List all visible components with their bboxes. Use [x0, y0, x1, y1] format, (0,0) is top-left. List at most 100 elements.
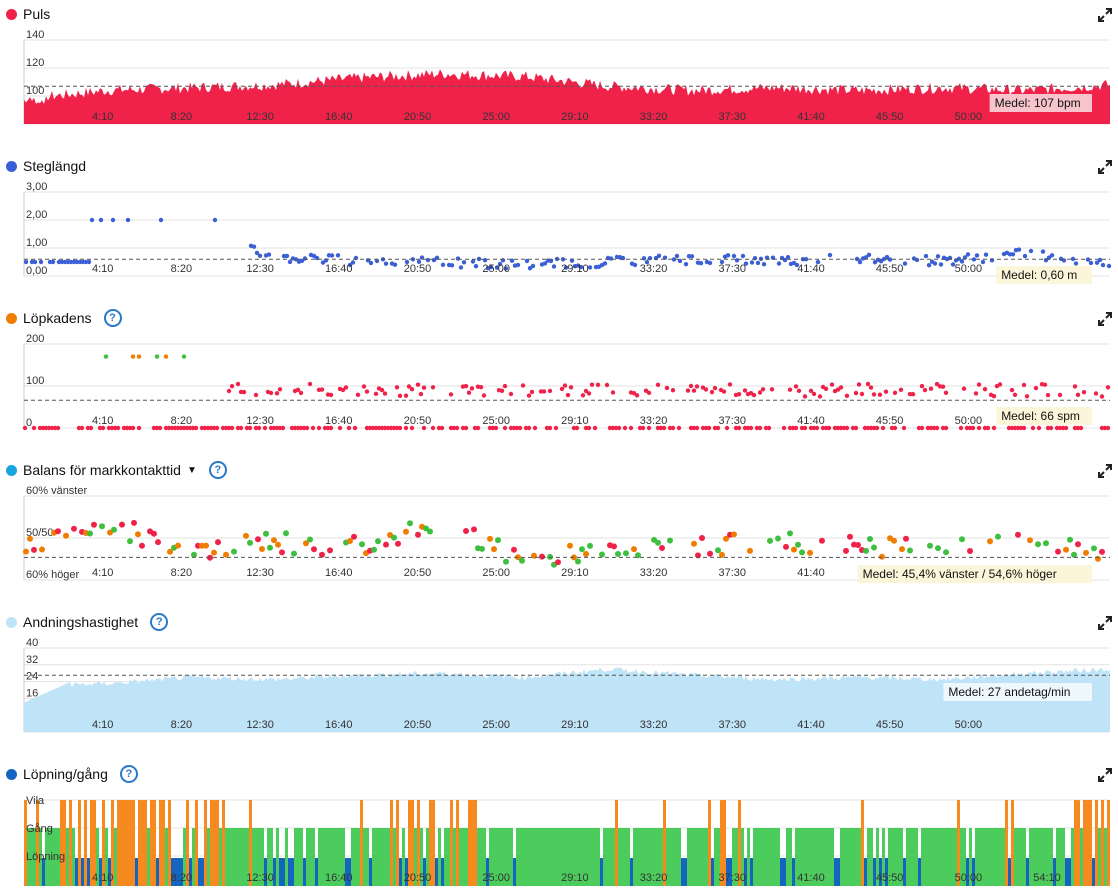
- stride-point: [794, 262, 800, 268]
- balance-y-tick: 60% vänster: [26, 485, 87, 497]
- runwalk-bar: [243, 828, 246, 886]
- runwalk-bar: [813, 828, 816, 886]
- expand-icon[interactable]: [1098, 464, 1112, 478]
- runwalk-bar: [600, 858, 603, 886]
- expand-icon[interactable]: [1098, 160, 1112, 174]
- runwalk-bar: [1062, 828, 1065, 886]
- runwalk-bar: [234, 828, 237, 886]
- runwalk-bar: [981, 828, 984, 886]
- balance-point: [375, 538, 381, 545]
- runwalk-bar: [936, 828, 939, 886]
- stride-point: [482, 258, 488, 263]
- balance-x-tick: 20:50: [404, 567, 432, 579]
- balance-point: [403, 528, 409, 535]
- runwalk-bar: [804, 828, 807, 886]
- cadence-point: [100, 425, 106, 431]
- balance-point: [1027, 537, 1033, 544]
- runwalk-bar: [267, 828, 270, 886]
- cadence-point: [709, 389, 715, 395]
- help-icon[interactable]: ?: [103, 309, 122, 327]
- cadence-point: [421, 385, 427, 390]
- stride-point: [1100, 262, 1106, 268]
- cadence-x-tick: 33:20: [640, 415, 668, 427]
- runwalk-bar: [189, 858, 192, 886]
- runwalk-bar: [444, 828, 447, 886]
- runwalk-bar: [84, 800, 87, 886]
- help-icon[interactable]: ?: [150, 613, 169, 631]
- runwalk-x-tick: 41:40: [797, 872, 825, 884]
- runwalk-bar: [654, 828, 657, 886]
- runwalk-bar: [99, 858, 102, 886]
- cadence-point: [163, 354, 169, 359]
- balance-point: [167, 548, 173, 555]
- cadence-point: [982, 387, 988, 392]
- expand-icon[interactable]: [1098, 616, 1112, 630]
- balance-point: [623, 550, 629, 557]
- balance-x-tick: 37:30: [718, 567, 746, 579]
- pulse-x-tick: 45:50: [876, 111, 904, 123]
- runwalk-bar: [132, 800, 135, 886]
- runwalk-bar: [570, 828, 573, 886]
- balance-point: [391, 534, 397, 541]
- help-icon[interactable]: ?: [208, 461, 227, 479]
- runwalk-bar: [1059, 828, 1062, 886]
- cadence-point: [1036, 425, 1042, 431]
- cadence-point: [901, 425, 907, 431]
- balance-point: [131, 519, 137, 526]
- runwalk-bar: [825, 828, 828, 886]
- runwalk-bar: [27, 828, 30, 886]
- stride-point: [470, 259, 476, 264]
- cadence-point: [814, 425, 820, 431]
- runwalk-bar: [951, 828, 954, 886]
- stride-point: [347, 262, 353, 268]
- runwalk-bar: [129, 800, 132, 886]
- runwalk-bar: [240, 828, 243, 886]
- pulse-y-tick: 140: [26, 29, 44, 41]
- expand-icon[interactable]: [1098, 8, 1112, 22]
- runwalk-bar: [306, 828, 309, 886]
- stride-point: [644, 260, 650, 265]
- runwalk-bar: [255, 828, 258, 886]
- runwalk-x-tick: 8:20: [171, 872, 192, 884]
- stride-point: [971, 257, 977, 262]
- runwalk-bar: [912, 828, 915, 886]
- help-icon[interactable]: ?: [119, 765, 138, 783]
- runwalk-bar: [753, 828, 756, 886]
- respiration-y-tick: 24: [26, 671, 38, 683]
- respiration-y-tick: 32: [26, 654, 38, 666]
- runwalk-bar: [69, 800, 72, 886]
- stride-point: [974, 253, 980, 258]
- stride-x-tick: 33:20: [640, 263, 668, 275]
- cadence-point: [706, 425, 712, 431]
- cadence-point: [454, 425, 460, 431]
- runwalk-bar: [111, 800, 114, 886]
- runwalk-bar: [141, 800, 144, 886]
- runwalk-bar: [120, 800, 123, 886]
- balance-x-tick: 25:00: [482, 567, 510, 579]
- dropdown-caret-icon[interactable]: ▼: [186, 464, 197, 476]
- balance-point: [311, 546, 317, 553]
- expand-icon[interactable]: [1098, 312, 1112, 326]
- runwalk-bar: [711, 858, 714, 886]
- cadence-point: [970, 425, 976, 431]
- runwalk-bar: [423, 858, 426, 886]
- cadence-point: [559, 386, 565, 392]
- cadence-point: [853, 390, 859, 396]
- balance-point: [291, 550, 297, 557]
- balance-x-tick: 4:10: [92, 567, 113, 579]
- runwalk-bar: [357, 828, 360, 886]
- cadence-x-tick: 12:30: [246, 415, 274, 427]
- runwalk-bar: [597, 828, 600, 886]
- runwalk-bar: [609, 828, 612, 886]
- runwalk-bar: [648, 828, 651, 886]
- balance-y-tick: 50/50: [26, 527, 54, 539]
- stride-point: [329, 253, 335, 258]
- runwalk-bar: [228, 828, 231, 886]
- balance-point: [583, 551, 589, 557]
- stride-point: [383, 261, 389, 266]
- runwalk-bar: [36, 800, 39, 886]
- runwalk-bar: [1035, 828, 1038, 886]
- stride-point: [38, 259, 44, 265]
- expand-icon[interactable]: [1098, 768, 1112, 782]
- runwalk-chart: Vila Gång Löpning 4:10 8:20 12:30 16:40 20:50 25…: [24, 795, 1110, 886]
